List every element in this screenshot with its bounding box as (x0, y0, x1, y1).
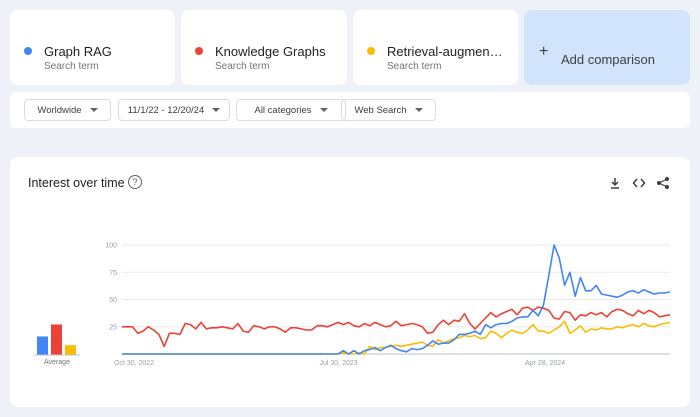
term-card-graph-rag[interactable]: Graph RAG Search term (10, 10, 175, 85)
region-filter-dropdown[interactable]: Worldwide (24, 99, 111, 121)
filter-bar: Worldwide 11/1/22 - 12/20/24 All categor… (10, 92, 690, 128)
plus-icon: + (539, 43, 549, 60)
average-bar (37, 336, 48, 355)
panel-title: Interest over time (28, 176, 125, 190)
term-subtitle: Search term (215, 61, 270, 72)
filter-label: Worldwide (37, 104, 82, 116)
average-label: Average (44, 359, 70, 366)
y-tick-label: 75 (109, 270, 117, 277)
average-bar (51, 324, 62, 355)
interest-over-time-chart: 100 75 50 25 Oct 30, 2022 Jul 30, 2023 Apr 28,… (34, 243, 671, 367)
term-name: Retrieval-augmen… (387, 44, 503, 59)
series-color-dot (195, 47, 203, 55)
term-subtitle: Search term (387, 61, 442, 72)
category-filter-dropdown[interactable]: All categories (236, 99, 346, 121)
download-icon[interactable] (608, 176, 622, 190)
series-color-dot (24, 47, 32, 55)
share-icon[interactable] (656, 176, 670, 190)
add-comparison-label: Add comparison (561, 52, 655, 67)
filter-label: 11/1/22 - 12/20/24 (127, 104, 205, 116)
dropdown-arrow-icon (212, 108, 221, 112)
y-tick-label: 25 (109, 324, 117, 331)
filter-label: Web Search (354, 104, 407, 116)
y-tick-label: 50 (109, 297, 117, 304)
series-line-graph-rag (122, 244, 671, 355)
series-line-knowledge-graphs (122, 306, 671, 348)
help-icon[interactable]: ? (128, 175, 142, 189)
term-name: Knowledge Graphs (215, 44, 326, 59)
dropdown-arrow-icon (414, 108, 423, 112)
term-card-knowledge-graphs[interactable]: Knowledge Graphs Search term (181, 10, 347, 85)
average-bar (65, 345, 76, 355)
term-name: Graph RAG (44, 44, 112, 59)
add-comparison-button[interactable]: + Add comparison (524, 10, 690, 85)
dropdown-arrow-icon (319, 108, 328, 112)
embed-icon[interactable] (632, 176, 646, 190)
interest-over-time-panel: 100 75 50 25 Oct 30, 2022 Jul 30, 2023 Apr 28,… (10, 157, 690, 407)
series-color-dot (367, 47, 375, 55)
dropdown-arrow-icon (89, 108, 98, 112)
x-tick-label: Apr 28, 2024 (525, 360, 565, 367)
search-type-filter-dropdown[interactable]: Web Search (341, 99, 436, 121)
y-tick-label: 100 (105, 243, 117, 250)
x-tick-label: Oct 30, 2022 (114, 360, 154, 367)
filter-label: All categories (254, 104, 312, 116)
term-subtitle: Search term (44, 61, 99, 72)
term-card-retrieval-augmented[interactable]: Retrieval-augmen… Search term (353, 10, 518, 85)
date-range-filter-dropdown[interactable]: 11/1/22 - 12/20/24 (118, 99, 230, 121)
x-tick-label: Jul 30, 2023 (320, 360, 358, 367)
